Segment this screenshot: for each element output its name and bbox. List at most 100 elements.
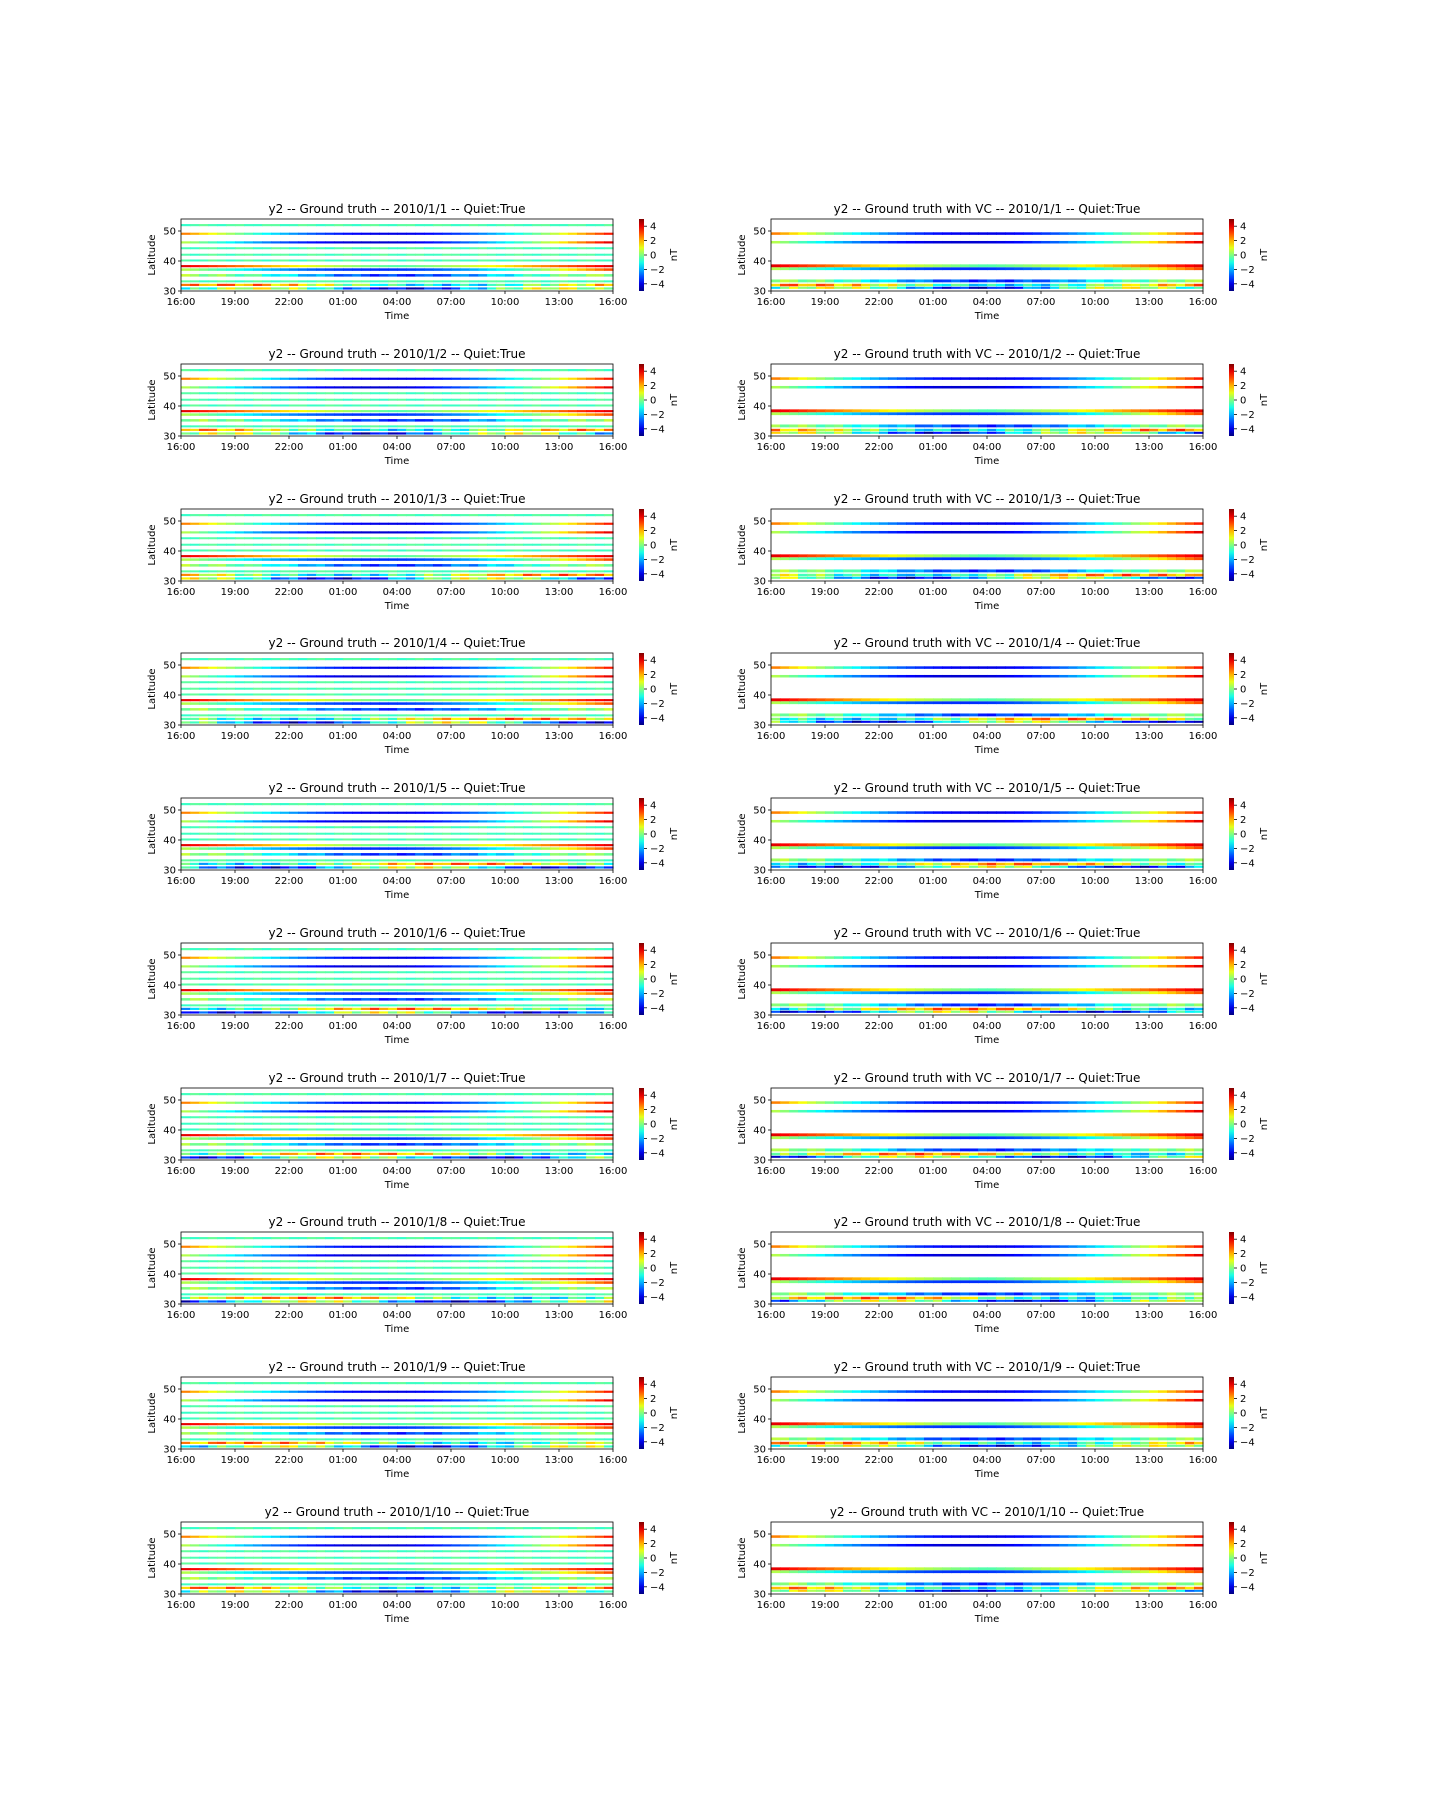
heatmap-cell [451,432,461,435]
colorbar-tick-label: −4 [650,569,665,580]
heatmap-cell [370,853,380,856]
heatmap-cell [1194,576,1204,579]
y-tick-label: 30 [163,432,176,443]
heatmap-cell [352,555,362,558]
heatmap-cell [825,858,835,862]
heatmap-cell [1167,267,1177,271]
heatmap-cell [469,687,479,690]
heatmap-cell [181,853,191,856]
heatmap-cell [1131,698,1141,702]
heatmap-cell [217,232,227,235]
heatmap-cell [343,531,353,534]
heatmap-cell [253,404,263,407]
heatmap-cell [1014,576,1024,579]
heatmap-cell [1122,698,1132,702]
heatmap-cell [523,658,533,661]
heatmap-cell [496,265,506,268]
heatmap-cell [244,392,254,395]
heatmap-cell [280,847,290,850]
heatmap-cell [433,717,443,720]
heatmap-cell [316,714,326,717]
heatmap-cell [235,853,245,856]
heatmap-cell [807,811,817,814]
x-tick-label: 16:00 [757,297,786,308]
heatmap-cell [415,287,425,290]
heatmap-cell [807,522,817,525]
heatmap-cell [199,573,209,576]
heatmap-cell [915,279,925,283]
heatmap-cell [780,811,790,814]
heatmap-cell [298,717,308,720]
heatmap-cell [595,820,605,823]
heatmap-cell [460,259,470,262]
heatmap-cell [523,826,533,829]
heatmap-cell [199,428,209,431]
heatmap-cell [325,717,335,720]
heatmap-cell [262,413,272,416]
heatmap-cell [325,693,335,696]
heatmap-cell [388,811,398,814]
heatmap-cell [1185,865,1195,868]
heatmap-cell [541,386,551,389]
heatmap-cell [861,858,871,862]
heatmap-cell [442,555,452,558]
plot-area [771,653,1203,725]
heatmap-cell [798,409,808,413]
heatmap-cell [915,698,925,702]
heatmap-cell [451,419,461,422]
heatmap-cell [424,666,434,669]
colorbar [1229,798,1234,870]
heatmap-cell [334,287,344,290]
heatmap-cell [334,531,344,534]
heatmap-cell [217,425,227,428]
heatmap-cell [559,531,569,534]
heatmap-cell [924,431,934,434]
heatmap-cell [280,247,290,250]
colorbar-tick-label: −2 [650,410,665,421]
x-tick-label: 07:00 [437,587,466,598]
heatmap-cell [906,385,916,389]
heatmap-cell [960,428,970,432]
heatmap-cell [852,286,862,289]
heatmap-cell [1131,720,1141,723]
heatmap-cell [915,428,925,432]
heatmap-cell [514,531,524,534]
heatmap-cell [924,573,934,577]
heatmap-cell [343,853,353,856]
heatmap-cell [825,530,835,534]
heatmap-cell [1032,267,1042,271]
heatmap-cell [433,721,443,724]
heatmap-cell [1032,557,1042,561]
heatmap-cell [451,859,461,862]
heatmap-cell [487,428,497,431]
heatmap-cell [271,283,281,286]
heatmap-cell [1041,666,1051,669]
heatmap-cell [469,658,479,661]
heatmap-cell [1185,412,1195,416]
heatmap-cell [951,811,961,814]
heatmap-cell [1014,862,1024,866]
heatmap-cell [586,699,596,702]
heatmap-cell [244,675,254,678]
heatmap-cell [406,699,416,702]
panel-10: y2 -- Ground truth with VC -- 2010/1/5 -… [737,781,1270,901]
heatmap-cell [460,287,470,290]
x-tick-label: 04:00 [383,297,412,308]
heatmap-cell [280,522,290,525]
heatmap-cell [307,425,317,428]
heatmap-cell [424,432,434,435]
heatmap-cell [1176,576,1186,579]
heatmap-cell [550,386,560,389]
y-axis-label: Latitude [147,668,158,709]
heatmap-cell [397,681,407,684]
heatmap-cell [271,859,281,862]
heatmap-cell [1194,701,1204,705]
heatmap-cell [496,280,506,283]
heatmap-cell [325,404,335,407]
heatmap-cell [843,377,853,380]
heatmap-cell [487,274,497,277]
heatmap-cell [861,865,871,868]
heatmap-cell [1059,554,1069,558]
heatmap-cell [577,224,587,227]
heatmap-cell [478,247,488,250]
